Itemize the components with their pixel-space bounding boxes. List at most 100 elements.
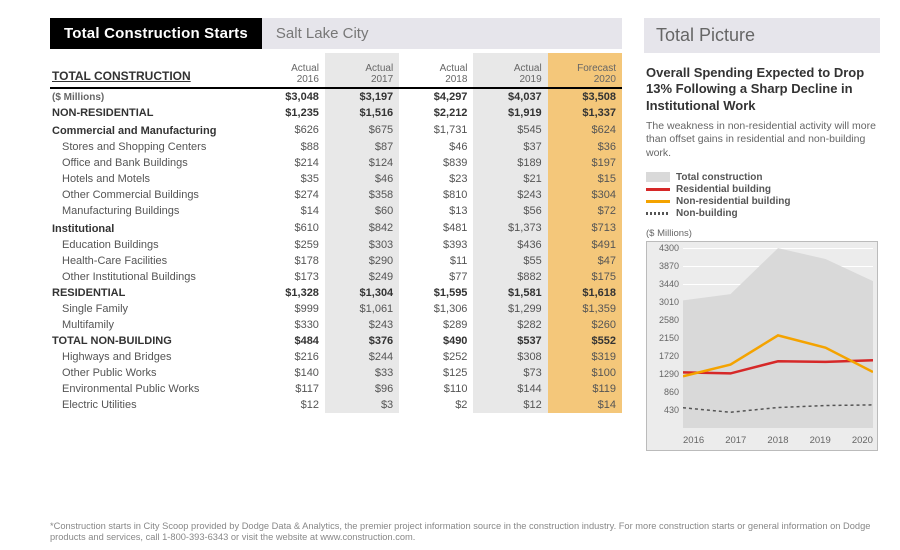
cell: $1,373 — [473, 219, 547, 237]
cell: $55 — [473, 253, 547, 269]
legend-swatch — [646, 172, 670, 182]
col-head-1: Actual2017 — [325, 53, 399, 88]
row-label: Highways and Bridges — [50, 349, 251, 365]
table-heading: TOTAL CONSTRUCTION — [50, 53, 251, 88]
line-chart: 43086012901720215025803010344038704300 2… — [646, 241, 878, 451]
cell: $1,328 — [251, 285, 325, 301]
cell: $484 — [251, 333, 325, 349]
table-row: TOTAL NON-BUILDING$484$376$490$537$552 — [50, 333, 622, 349]
cell: $882 — [473, 269, 547, 285]
cell: $330 — [251, 317, 325, 333]
col-head-3: Actual2019 — [473, 53, 547, 88]
cell: $3 — [325, 397, 399, 413]
cell: $552 — [548, 333, 622, 349]
cell: $810 — [399, 187, 473, 203]
row-label: TOTAL NON-BUILDING — [50, 333, 251, 349]
row-label: Health-Care Facilities — [50, 253, 251, 269]
cell: $175 — [548, 269, 622, 285]
table-row: ($ Millions)$3,048$3,197$4,297$4,037$3,5… — [50, 89, 622, 105]
cell: $274 — [251, 187, 325, 203]
table-row: Other Public Works$140$33$125$73$100 — [50, 365, 622, 381]
cell: $144 — [473, 381, 547, 397]
legend-swatch — [646, 212, 670, 215]
cell: $1,581 — [473, 285, 547, 301]
col-head-4: Forecast2020 — [548, 53, 622, 88]
cell: $610 — [251, 219, 325, 237]
table-row: Electric Utilities$12$3$2$12$14 — [50, 397, 622, 413]
cell: $358 — [325, 187, 399, 203]
table-row: Environmental Public Works$117$96$110$14… — [50, 381, 622, 397]
legend-label: Total construction — [676, 172, 762, 183]
table-row: Multifamily$330$243$289$282$260 — [50, 317, 622, 333]
cell: $999 — [251, 301, 325, 317]
cell: $624 — [548, 121, 622, 139]
cell: $282 — [473, 317, 547, 333]
row-label: Single Family — [50, 301, 251, 317]
row-label: Commercial and Manufacturing — [50, 121, 251, 139]
cell: $3,197 — [325, 89, 399, 105]
title-bar: Total Construction Starts Salt Lake City — [50, 18, 622, 49]
cell: $4,037 — [473, 89, 547, 105]
cell: $1,359 — [548, 301, 622, 317]
cell: $36 — [548, 139, 622, 155]
table-row: Health-Care Facilities$178$290$11$55$47 — [50, 253, 622, 269]
table-row: Highways and Bridges$216$244$252$308$319 — [50, 349, 622, 365]
row-label: RESIDENTIAL — [50, 285, 251, 301]
cell: $33 — [325, 365, 399, 381]
row-label: Electric Utilities — [50, 397, 251, 413]
cell: $216 — [251, 349, 325, 365]
table-row: Stores and Shopping Centers$88$87$46$37$… — [50, 139, 622, 155]
cell: $4,297 — [399, 89, 473, 105]
cell: $1,306 — [399, 301, 473, 317]
cell: $626 — [251, 121, 325, 139]
row-label: NON-RESIDENTIAL — [50, 105, 251, 121]
cell: $1,299 — [473, 301, 547, 317]
row-label: Other Public Works — [50, 365, 251, 381]
table-row: Hotels and Motels$35$46$23$21$15 — [50, 171, 622, 187]
cell: $100 — [548, 365, 622, 381]
col-head-0: Actual2016 — [251, 53, 325, 88]
cell: $117 — [251, 381, 325, 397]
cell: $713 — [548, 219, 622, 237]
row-label: Education Buildings — [50, 237, 251, 253]
cell: $3,508 — [548, 89, 622, 105]
cell: $1,061 — [325, 301, 399, 317]
table-row: Manufacturing Buildings$14$60$13$56$72 — [50, 203, 622, 219]
table-row: Institutional$610$842$481$1,373$713 — [50, 219, 622, 237]
cell: $125 — [399, 365, 473, 381]
cell: $243 — [473, 187, 547, 203]
cell: $1,731 — [399, 121, 473, 139]
legend-item: Non-building — [646, 208, 878, 219]
data-table: TOTAL CONSTRUCTION Actual2016 Actual2017… — [50, 53, 622, 413]
col-head-2: Actual2018 — [399, 53, 473, 88]
cell: $259 — [251, 237, 325, 253]
cell: $73 — [473, 365, 547, 381]
cell: $842 — [325, 219, 399, 237]
cell: $189 — [473, 155, 547, 171]
table-row: Office and Bank Buildings$214$124$839$18… — [50, 155, 622, 171]
cell: $14 — [251, 203, 325, 219]
cell: $96 — [325, 381, 399, 397]
right-desc: The weakness in non-residential activity… — [646, 120, 878, 161]
row-label: Hotels and Motels — [50, 171, 251, 187]
cell: $77 — [399, 269, 473, 285]
cell: $260 — [548, 317, 622, 333]
row-label: Office and Bank Buildings — [50, 155, 251, 171]
cell: $481 — [399, 219, 473, 237]
left-panel: Total Construction Starts Salt Lake City… — [50, 18, 622, 513]
legend-swatch — [646, 188, 670, 191]
cell: $214 — [251, 155, 325, 171]
cell: $12 — [473, 397, 547, 413]
table-row: Commercial and Manufacturing$626$675$1,7… — [50, 121, 622, 139]
row-label: Other Commercial Buildings — [50, 187, 251, 203]
legend-item: Residential building — [646, 184, 878, 195]
cell: $88 — [251, 139, 325, 155]
cell: $537 — [473, 333, 547, 349]
cell: $11 — [399, 253, 473, 269]
chart-legend: Total constructionResidential building No… — [646, 171, 878, 220]
cell: $14 — [548, 397, 622, 413]
right-headline: Overall Spending Expected to Drop 13% Fo… — [646, 65, 878, 114]
cell: $15 — [548, 171, 622, 187]
cell: $23 — [399, 171, 473, 187]
cell: $87 — [325, 139, 399, 155]
